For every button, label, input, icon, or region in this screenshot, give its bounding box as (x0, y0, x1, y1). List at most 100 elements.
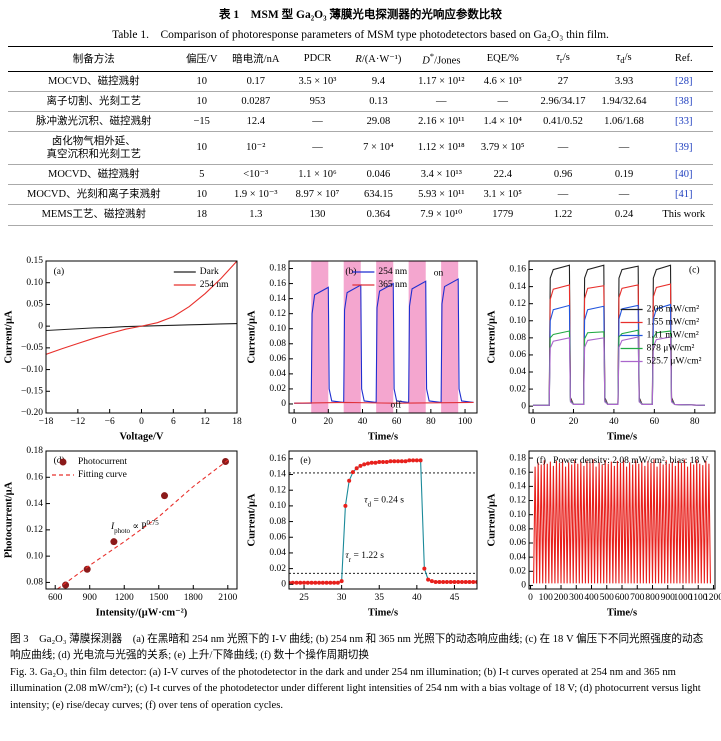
data-point (441, 579, 446, 584)
text-part: /Jones (434, 55, 461, 67)
table-cell: 0.24 (593, 204, 655, 226)
text-part: = 1.22 s (351, 551, 384, 561)
table-cell: 3.5 × 10³ (287, 71, 348, 92)
y-tick-label: 0.08 (509, 524, 526, 534)
plot-area (57, 458, 229, 589)
table-cell: — (473, 91, 533, 112)
x-tick-label: 600 (615, 593, 630, 603)
table-cell: 3.1 × 10⁵ (473, 184, 533, 206)
panel-label: (c) (689, 264, 700, 275)
legend-label: Fitting curve (78, 470, 127, 480)
y-tick-label: 0.12 (269, 309, 286, 319)
y-tick-label: 0.14 (509, 482, 526, 492)
data-point (456, 579, 461, 584)
table-cell: MEMS工艺、磁控溅射 (8, 204, 180, 226)
y-axis-label: Current/μA (246, 493, 257, 546)
series-line (533, 336, 705, 406)
y-tick-label: 0.08 (269, 517, 286, 527)
table-cell: 3.93 (593, 71, 655, 92)
text-part: d (368, 500, 372, 508)
y-tick-label: −0.05 (21, 343, 43, 353)
text-part: τ (616, 52, 621, 64)
x-tick-label: 500 (600, 593, 615, 603)
caption-en: Fig. 3. Ga₂O₃ thin film detector: (a) I-… (10, 666, 701, 711)
illumination-band (441, 261, 459, 413)
legend-label: 1.11 mW/cm² (647, 331, 699, 341)
data-point (347, 478, 352, 483)
data-point (388, 459, 393, 464)
data-point (358, 463, 363, 468)
y-tick-label: 0.02 (509, 384, 526, 394)
y-tick-label: 0.06 (269, 532, 286, 542)
table-cell: 0.41/0.52 (532, 111, 594, 132)
data-point (362, 462, 367, 467)
y-tick-label: −0.15 (21, 386, 43, 396)
data-point (354, 466, 359, 471)
table-cell: 7 × 10⁴ (347, 131, 410, 166)
data-point (467, 579, 472, 584)
data-point (302, 580, 307, 585)
x-tick-label: 1200 (115, 593, 134, 603)
y-tick-label: 0 (281, 579, 286, 589)
header-cell: 偏压/V (179, 46, 224, 72)
header-cell: EQE/% (473, 46, 533, 72)
y-tick-label: 0.04 (269, 369, 286, 379)
table-cell: 27 (532, 71, 594, 92)
y-tick-label: −0.20 (21, 408, 43, 418)
y-tick-label: 0.02 (269, 384, 286, 394)
x-tick-label: 100 (458, 417, 473, 427)
data-point (365, 461, 370, 466)
x-tick-label: −18 (39, 417, 54, 427)
illumination-band (408, 261, 426, 413)
chart: 0 100 200 300 400 500 600 700 800 900100011001200… (486, 450, 721, 618)
data-point (377, 459, 382, 464)
data-point (83, 565, 91, 573)
annotation: off (391, 400, 403, 411)
legend-label: Dark (200, 267, 219, 277)
table-cell: 1.17 × 10¹² (409, 71, 473, 92)
legend-label: Photocurrent (78, 457, 127, 467)
chart: 0 20 40 60 80 100 0 0.02 0.04 0.06 0.08 0.10 0.12 0.1… (246, 260, 478, 442)
plot-frame (288, 260, 478, 414)
table-cell: 离子切割、光刻工艺 (8, 91, 180, 112)
y-axis-label: Photocurrent/μA (3, 481, 14, 558)
data-point (369, 460, 374, 465)
text-part: r (349, 555, 352, 563)
data-point (324, 580, 329, 585)
data-point (463, 579, 468, 584)
table-cell: 12.4 (223, 111, 288, 132)
x-tick-label: 100 (539, 593, 554, 603)
data-point (437, 579, 442, 584)
x-tick-label: 40 (358, 417, 368, 427)
data-point (403, 459, 408, 464)
table-cell: 8.97 × 10⁷ (287, 184, 348, 206)
y-tick-label: 0 (521, 581, 526, 591)
series-line (46, 322, 237, 332)
table-row: MOCVD、光刻和离子束溅射 10 1.9 × 10⁻³ 8.97 × 10⁷ 634.… (8, 184, 713, 206)
table-cell: 4.6 × 10³ (473, 71, 533, 92)
x-tick-label: 0 (531, 417, 536, 427)
table-cell: — (593, 184, 655, 206)
y-tick-label: 0.04 (509, 367, 526, 377)
data-point (418, 458, 423, 463)
data-point (335, 580, 340, 585)
table-cell: 29.08 (347, 111, 410, 132)
y-tick-label: 0.10 (26, 278, 43, 288)
plot-area (533, 264, 705, 406)
y-tick-label: 0.10 (509, 316, 526, 326)
y-tick-label: −0.10 (21, 365, 43, 375)
data-point (309, 580, 314, 585)
table-cell: 1.9 × 10⁻³ (223, 184, 288, 206)
x-tick-label: −12 (70, 417, 85, 427)
y-tick-label: 0.06 (509, 350, 526, 360)
chart: −18 −12 −6 0 6 12 18 −0.20 −0.15 −0.10 −0.05 0 0.05 0… (3, 256, 242, 442)
table-cell: [41] (654, 184, 713, 206)
table-cell: — (409, 91, 473, 112)
series-line (294, 401, 474, 404)
header-cell: τr/s (532, 46, 594, 72)
data-point (399, 459, 404, 464)
table-head: 制备方法 偏压/V 暗电流/nA PDCR R/(A·W⁻¹) D*/Jones EQE/%… (8, 46, 713, 72)
parameter-table: 制备方法 偏压/V 暗电流/nA PDCR R/(A·W⁻¹) D*/Jones EQE/%… (8, 46, 713, 226)
